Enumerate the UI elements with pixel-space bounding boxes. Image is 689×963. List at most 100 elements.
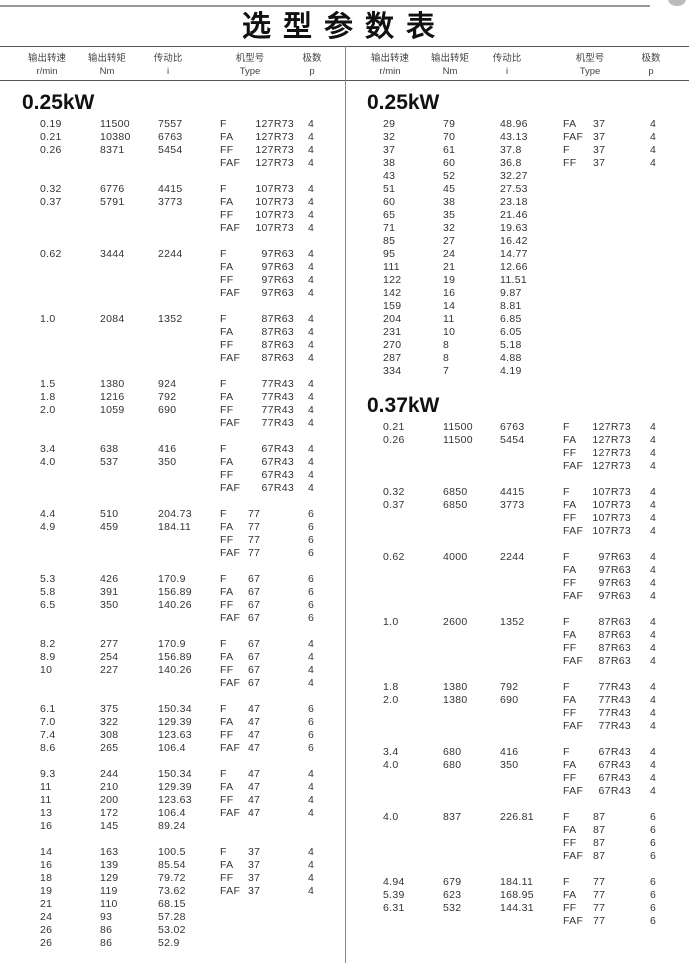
- table-row: 18 129 79.72 FF 37 4: [0, 872, 344, 885]
- table-row: 159 14 8.81: [345, 300, 689, 313]
- mount-cell: FAF: [220, 352, 241, 364]
- mount-cell: FA: [220, 521, 234, 533]
- mount-cell: FA: [220, 261, 234, 273]
- table-row: 122 19 11.51: [345, 274, 689, 287]
- table-row: 9.3 244 150.34 F 47 4: [0, 768, 344, 781]
- torque-cell: 1216: [100, 391, 125, 403]
- mount-cell: FF: [220, 534, 234, 546]
- mount-cell: F: [220, 118, 227, 130]
- header-bottom-rule: [0, 80, 689, 81]
- torque-cell: 254: [100, 651, 119, 663]
- table-row: FF 97R63 4: [0, 274, 344, 287]
- model-cell: 107R73: [592, 486, 631, 498]
- model-cell: 107R73: [255, 183, 294, 195]
- poles-cell: 6: [650, 889, 657, 901]
- table-row: 3.4 638 416 F 67R43 4: [0, 443, 344, 456]
- model-cell: 47: [248, 742, 261, 754]
- table-row: FF 127R73 4: [345, 447, 689, 460]
- poles-cell: 4: [308, 859, 315, 871]
- row-group: 0.62 3444 2244 F 97R63 4 FA 97R63 4 FF 97R63 4 FAF 97…: [0, 248, 344, 300]
- table-row: FAF 87 6: [345, 850, 689, 863]
- mount-cell: FF: [220, 664, 234, 676]
- model-cell: 67: [248, 573, 261, 585]
- mount-cell: FAF: [563, 590, 584, 602]
- speed-cell: 270: [383, 339, 402, 351]
- model-cell: 97R63: [598, 577, 631, 589]
- power-heading: 0.25kW: [22, 91, 95, 114]
- header-label-en: p: [648, 66, 654, 77]
- model-cell: 77R43: [598, 694, 631, 706]
- poles-cell: 6: [650, 876, 657, 888]
- row-group: 8.2 277 170.9 F 67 4 8.9 254 156.89 FA 67 4 10 227 140…: [0, 638, 344, 690]
- torque-cell: 3444: [100, 248, 125, 260]
- table-row: 0.21 11500 6763 F 127R73 4: [345, 421, 689, 434]
- ratio-cell: 350: [500, 759, 519, 771]
- poles-cell: 4: [308, 144, 315, 156]
- model-cell: 127R73: [255, 144, 294, 156]
- model-cell: 77: [248, 521, 261, 533]
- table-row: 16 145 89.24: [0, 820, 344, 833]
- header-label-cn: 机型号: [575, 53, 605, 64]
- torque-cell: 38: [443, 196, 456, 208]
- model-cell: 47: [248, 807, 261, 819]
- mount-cell: FAF: [220, 807, 241, 819]
- table-row: FAF 67R43 4: [0, 482, 344, 495]
- poles-cell: 4: [650, 746, 657, 758]
- mount-cell: FF: [563, 577, 577, 589]
- mount-cell: F: [220, 248, 227, 260]
- poles-cell: 6: [650, 824, 657, 836]
- ratio-cell: 6.05: [500, 326, 522, 338]
- mount-cell: FAF: [563, 850, 584, 862]
- ratio-cell: 4.88: [500, 352, 522, 364]
- model-cell: 37: [593, 144, 606, 156]
- speed-cell: 5.3: [40, 573, 56, 585]
- poles-cell: 6: [308, 534, 315, 546]
- speed-cell: 8.9: [40, 651, 56, 663]
- model-cell: 77R43: [261, 391, 294, 403]
- row-group: 4.0 837 226.81 F 87 6 FA 87 6 FF 87 6 FAF 87 6: [345, 811, 689, 863]
- speed-cell: 51: [383, 183, 396, 195]
- model-cell: 107R73: [592, 525, 631, 537]
- poles-cell: 4: [650, 642, 657, 654]
- mount-cell: F: [220, 846, 227, 858]
- header-label-cn: 输出转速: [370, 53, 409, 64]
- model-cell: 67: [248, 677, 261, 689]
- ratio-cell: 9.87: [500, 287, 522, 299]
- poles-cell: 4: [650, 707, 657, 719]
- torque-cell: 227: [100, 664, 119, 676]
- row-group: 3.4 638 416 F 67R43 4 4.0 537 350 FA 67R43 4 FF 67R43…: [0, 443, 344, 495]
- table-row: FA 87 6: [345, 824, 689, 837]
- poles-cell: 4: [650, 694, 657, 706]
- poles-cell: 4: [308, 196, 315, 208]
- row-group: 1.5 1380 924 F 77R43 4 1.8 1216 792 FA 77R43 4 2.0 10…: [0, 378, 344, 430]
- table-row: 29 79 48.96 FA 37 4: [345, 118, 689, 131]
- speed-cell: 204: [383, 313, 402, 325]
- mount-cell: F: [220, 443, 227, 455]
- speed-cell: 29: [383, 118, 396, 130]
- poles-cell: 6: [308, 612, 315, 624]
- poles-cell: 4: [308, 209, 315, 221]
- torque-cell: 8371: [100, 144, 125, 156]
- poles-cell: 4: [308, 352, 315, 364]
- mount-cell: FAF: [563, 525, 584, 537]
- mount-cell: FF: [220, 404, 234, 416]
- poles-cell: 4: [308, 482, 315, 494]
- torque-cell: 10380: [100, 131, 131, 143]
- ratio-cell: 2244: [500, 551, 525, 563]
- ratio-cell: 150.34: [158, 703, 192, 715]
- table-row: 95 24 14.77: [345, 248, 689, 261]
- row-group: 0.21 11500 6763 F 127R73 4 0.26 11500 5454 FA 127R…: [345, 421, 689, 473]
- poles-cell: 4: [308, 794, 315, 806]
- poles-cell: 4: [308, 287, 315, 299]
- torque-cell: 322: [100, 716, 119, 728]
- mount-cell: FA: [220, 586, 234, 598]
- speed-cell: 1.8: [383, 681, 399, 693]
- mount-cell: FF: [220, 599, 234, 611]
- mount-cell: F: [220, 183, 227, 195]
- header-label-cn: 机型号: [235, 53, 265, 64]
- table-row: 0.26 8371 5454 FF 127R73 4: [0, 144, 344, 157]
- ratio-cell: 6763: [500, 421, 525, 433]
- poles-cell: 4: [308, 183, 315, 195]
- model-cell: 67R43: [598, 785, 631, 797]
- model-cell: 67R43: [598, 746, 631, 758]
